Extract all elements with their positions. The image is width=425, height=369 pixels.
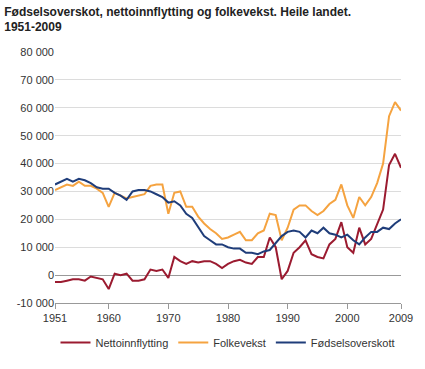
svg-text:40 000: 40 000: [20, 157, 54, 169]
svg-text:70 000: 70 000: [20, 74, 54, 86]
svg-text:1951: 1951: [43, 312, 67, 324]
svg-text:2000: 2000: [335, 312, 359, 324]
svg-text:0: 0: [48, 269, 54, 281]
svg-text:Nettoinnflytting: Nettoinnflytting: [96, 337, 169, 349]
svg-text:80 000: 80 000: [20, 46, 54, 58]
svg-text:Fødselsoverskott: Fødselsoverskott: [311, 337, 395, 349]
svg-text:-10 000: -10 000: [17, 297, 54, 309]
svg-text:Folkevekst: Folkevekst: [213, 337, 266, 349]
svg-text:60 000: 60 000: [20, 102, 54, 114]
svg-text:10 000: 10 000: [20, 241, 54, 253]
svg-text:1990: 1990: [275, 312, 299, 324]
svg-text:30 000: 30 000: [20, 185, 54, 197]
svg-text:2009: 2009: [389, 312, 413, 324]
svg-text:50 000: 50 000: [20, 130, 54, 142]
svg-text:Fødselsoverskot, nettoinnflytt: Fødselsoverskot, nettoinnflytting og fol…: [4, 5, 351, 35]
svg-text:1980: 1980: [216, 312, 240, 324]
svg-text:20 000: 20 000: [20, 213, 54, 225]
svg-text:1970: 1970: [156, 312, 180, 324]
svg-text:1960: 1960: [96, 312, 120, 324]
